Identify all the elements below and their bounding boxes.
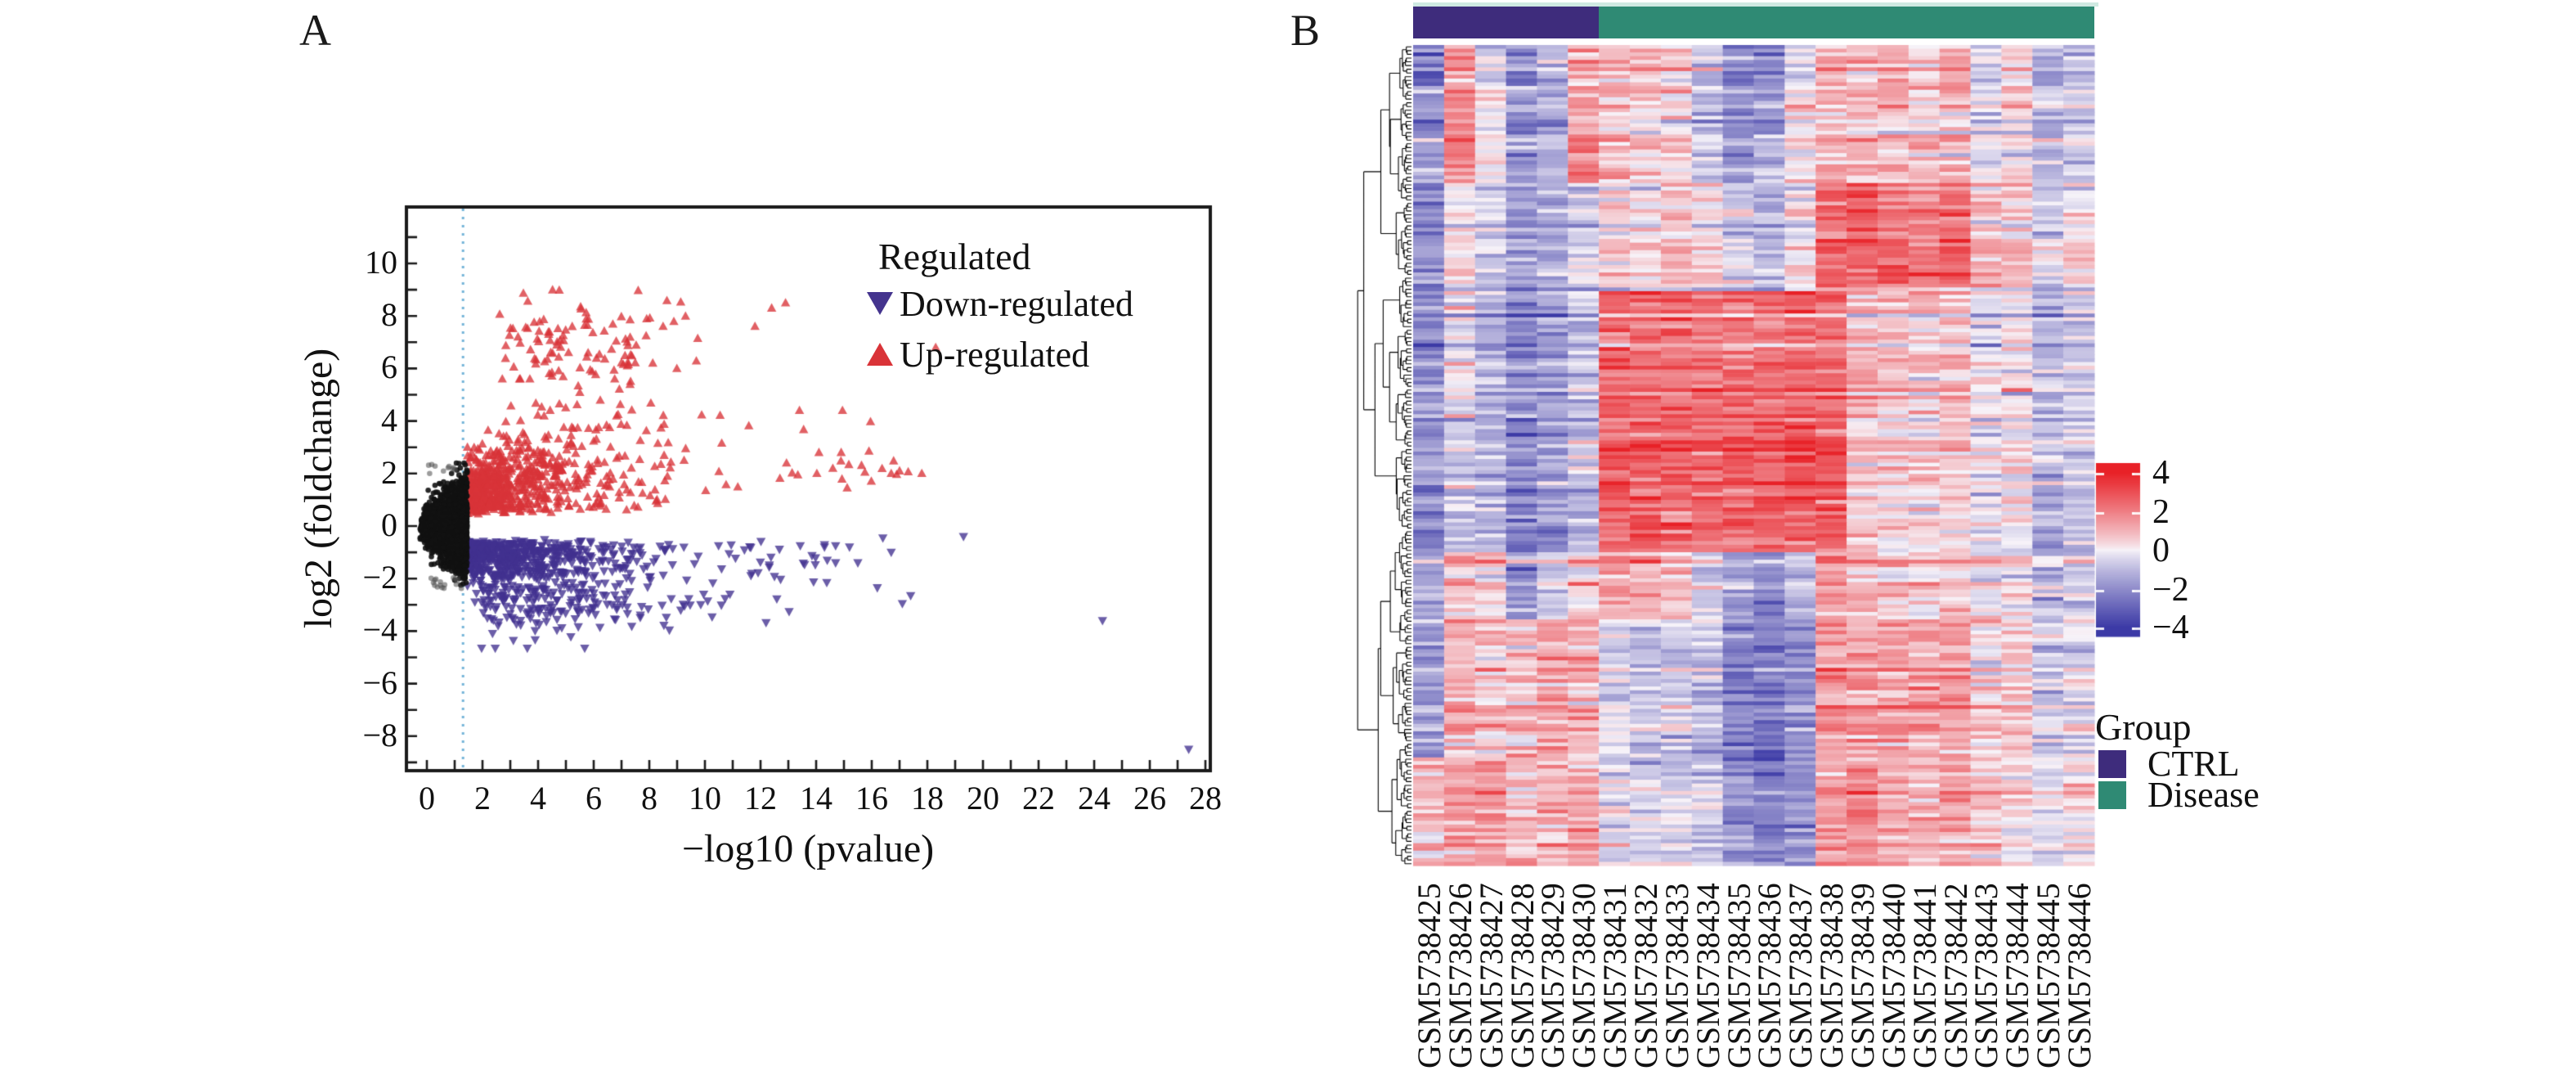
y-tick-label: 0 [381, 506, 397, 543]
y-tick-label: −2 [362, 559, 397, 596]
heatmap-area [1413, 45, 2094, 866]
triangle-up-icon [867, 343, 893, 366]
colorbar [2096, 463, 2140, 636]
x-tick-label: 18 [911, 780, 944, 816]
sample-label: GSM5738432 [1627, 883, 1664, 1068]
sample-label: GSM5738434 [1689, 883, 1726, 1068]
sample-label: GSM5738425 [1410, 883, 1447, 1068]
x-tick-label: 14 [800, 780, 832, 816]
legend-item-up-label: Up-regulated [900, 334, 1090, 375]
group-legend-disease-label: Disease [2147, 775, 2260, 815]
sample-label: GSM5738433 [1658, 883, 1695, 1068]
colorbar-tick-label: 4 [2152, 454, 2170, 492]
x-axis-title: −log10 (pvalue) [681, 827, 935, 870]
x-tick-label: 16 [855, 780, 888, 816]
row-dendrogram [1349, 45, 1411, 866]
colorbar-tick-label: 0 [2152, 532, 2170, 569]
ctrl-color-swatch [2098, 749, 2126, 778]
x-tick-label: 0 [419, 780, 435, 816]
x-tick-label: 26 [1133, 780, 1166, 816]
x-tick-label: 22 [1022, 780, 1055, 816]
sample-label: GSM5738427 [1472, 883, 1510, 1068]
x-tick-label: 4 [530, 780, 546, 816]
y-tick-label: 6 [381, 349, 397, 386]
triangle-down-icon [867, 292, 893, 315]
colorbar-tick-label: 2 [2152, 493, 2170, 531]
x-tick-label: 28 [1189, 780, 1222, 816]
y-axis-title: log2 (foldchange) [297, 348, 340, 629]
group-legend-item-ctrl: CTRL [2095, 744, 2260, 784]
y-tick-label: −6 [362, 663, 397, 701]
disease-color-swatch [2098, 780, 2126, 809]
colorbar-tick-label: −2 [2152, 571, 2189, 609]
y-tick-label: −4 [362, 611, 397, 649]
group-legend-title: Group [2095, 706, 2192, 748]
annotation-bar-disease [1599, 7, 2094, 38]
x-tick-label: 20 [967, 780, 999, 816]
volcano-legend-title: Regulated [878, 236, 1031, 277]
group-legend-item-disease: Disease [2095, 775, 2260, 815]
sample-label: GSM5738446 [2061, 883, 2098, 1068]
group-legend: Group CTRL Disease [2095, 706, 2260, 816]
y-tick-label: 4 [381, 401, 397, 439]
legend-item-down-label: Down-regulated [900, 283, 1133, 324]
annotation-bar-highlight [1413, 2, 2098, 7]
x-tick-label: 2 [474, 780, 491, 816]
colorbar-tick-label: −4 [2152, 609, 2189, 646]
legend-item-up: Up-regulated [865, 329, 1133, 380]
x-tick-label: 10 [689, 780, 721, 816]
y-tick-label: 2 [381, 453, 397, 491]
x-tick-label: 6 [586, 780, 602, 816]
volcano-legend: Regulated Down-regulated Up-regulated [865, 236, 1133, 380]
legend-item-down: Down-regulated [865, 278, 1133, 329]
sample-label: GSM5738441 [1905, 883, 1943, 1068]
y-tick-label: 10 [365, 244, 397, 281]
x-tick-label: 12 [744, 780, 777, 816]
y-tick-label: −8 [362, 716, 397, 753]
x-tick-label: 24 [1078, 780, 1111, 816]
annotation-bar-ctrl [1413, 7, 1599, 38]
x-tick-label: 8 [641, 780, 657, 816]
panel-a-label: A [299, 6, 331, 55]
y-tick-label: 8 [381, 296, 397, 334]
sample-label: GSM5738440 [1874, 883, 1912, 1068]
group-legend-ctrl-label: CTRL [2147, 744, 2240, 784]
sample-label: GSM5738426 [1441, 883, 1479, 1068]
panel-b-label: B [1290, 6, 1321, 55]
